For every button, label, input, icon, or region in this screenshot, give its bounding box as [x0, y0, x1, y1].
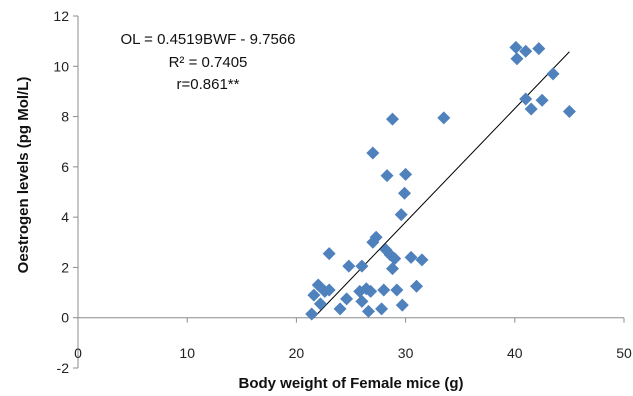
data-point: [355, 259, 369, 273]
y-tick-label: 2: [61, 259, 69, 275]
data-point: [385, 262, 399, 276]
y-tick-label: 12: [53, 8, 69, 24]
data-point: [366, 146, 380, 160]
data-point: [364, 284, 378, 298]
data-point: [437, 111, 451, 125]
annotations: OL = 0.4519BWF - 9.7566 R² = 0.7405 r=0.86…: [121, 31, 296, 93]
trendline: [313, 51, 570, 318]
x-tick-label: 0: [74, 345, 82, 361]
data-point: [399, 167, 413, 181]
data-point: [404, 250, 418, 264]
data-point: [546, 67, 560, 81]
data-point: [415, 253, 429, 267]
data-points: [305, 40, 576, 321]
data-point: [385, 112, 399, 126]
data-point: [380, 169, 394, 183]
y-axis-title: Oestrogen levels (pg Mol/L): [15, 77, 32, 274]
data-point: [535, 93, 549, 107]
data-point: [410, 279, 424, 293]
data-point: [369, 230, 383, 244]
data-point: [395, 298, 409, 312]
data-point: [361, 304, 375, 318]
y-tick-label: -2: [57, 360, 70, 376]
data-point: [375, 302, 389, 316]
data-point: [510, 52, 524, 66]
x-tick-label: 30: [398, 345, 414, 361]
x-tick-label: 50: [616, 345, 632, 361]
data-point: [390, 283, 404, 297]
y-tick-label: 4: [61, 209, 69, 225]
x-tick-labels: 0 10 20 30 40 50: [74, 345, 632, 361]
annotation-text: R² = 0.7405: [169, 54, 248, 71]
data-point: [524, 102, 538, 116]
x-tick-label: 20: [289, 345, 305, 361]
data-point: [313, 297, 327, 311]
x-tick-label: 10: [179, 345, 195, 361]
axes: [73, 15, 625, 369]
data-point: [305, 307, 319, 321]
data-point: [398, 186, 412, 200]
y-tick-label: 8: [61, 109, 69, 125]
annotation-text: r=0.861**: [177, 76, 240, 93]
data-point: [394, 208, 408, 222]
data-point: [322, 247, 336, 261]
data-point: [509, 40, 523, 54]
data-point: [307, 288, 321, 302]
data-point: [340, 292, 354, 306]
y-tick-label: 6: [61, 159, 69, 175]
data-point: [562, 105, 576, 119]
data-point: [388, 252, 402, 266]
data-point: [379, 243, 393, 257]
data-point: [532, 42, 546, 56]
x-tick-label: 40: [507, 345, 523, 361]
data-point: [377, 283, 391, 297]
data-point: [519, 92, 533, 106]
annotation-text: OL = 0.4519BWF - 9.7566: [121, 31, 296, 48]
x-axis-title: Body weight of Female mice (g): [238, 375, 463, 392]
data-point: [342, 259, 356, 273]
y-tick-labels: -2 0 2 4 6 8 10 12: [53, 8, 69, 376]
data-point: [322, 283, 336, 297]
data-point: [355, 294, 369, 308]
y-tick-label: 0: [61, 310, 69, 326]
y-tick-label: 10: [53, 58, 69, 74]
trendline-group: [313, 51, 570, 318]
data-point: [519, 44, 533, 58]
data-point: [333, 302, 347, 316]
